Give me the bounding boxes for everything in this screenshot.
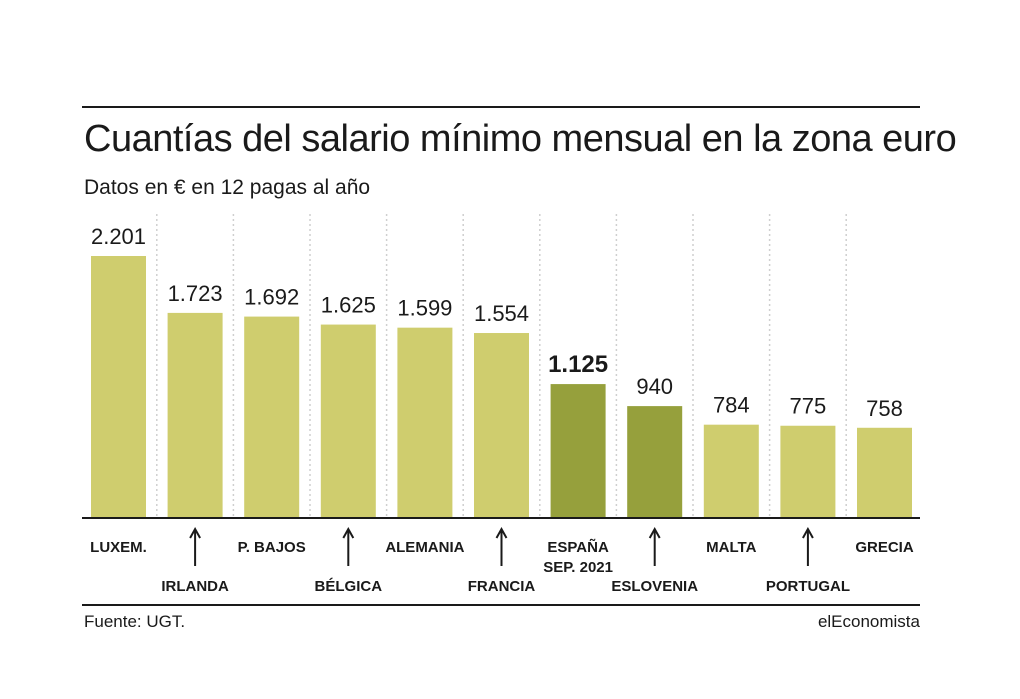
category-label: LUXEM. — [90, 539, 147, 556]
value-label: 940 — [636, 374, 673, 399]
value-label: 2.201 — [91, 224, 146, 249]
category-label: FRANCIA — [468, 578, 536, 595]
brand-name: elEconomista — [817, 612, 920, 631]
category-label: BÉLGICA — [315, 578, 383, 595]
arrow-head-icon — [648, 526, 661, 539]
value-label: 775 — [790, 394, 827, 419]
arrow-head-icon — [189, 526, 201, 539]
arrow-head-icon — [802, 526, 814, 539]
value-label: 784 — [713, 393, 750, 418]
category-label: SEP. 2021 — [543, 559, 613, 576]
bar — [91, 256, 146, 518]
bar — [627, 406, 683, 518]
chart-subtitle: Datos en € en 12 pagas al año — [84, 176, 371, 199]
top-rule — [82, 106, 920, 108]
source-note: Fuente: UGT. — [84, 612, 186, 631]
category-label: MALTA — [706, 539, 756, 556]
bar — [780, 425, 836, 518]
value-label: 758 — [866, 396, 903, 421]
category-label: ALEMANIA — [385, 539, 464, 556]
arrow-head-icon — [495, 526, 508, 539]
category-label: ESLOVENIA — [611, 578, 698, 595]
value-label: 1.723 — [168, 281, 223, 306]
bar — [244, 316, 300, 518]
category-label: P. BAJOS — [238, 539, 306, 556]
bar — [167, 312, 223, 518]
category-label: IRLANDA — [161, 578, 229, 595]
category-label: PORTUGAL — [766, 578, 850, 595]
value-label: 1.625 — [321, 293, 376, 318]
bar — [320, 324, 376, 518]
bar — [474, 333, 529, 518]
value-label: 1.692 — [244, 285, 299, 310]
category-label: ESPAÑA — [547, 538, 609, 556]
value-label: 1.599 — [397, 296, 452, 321]
bottom-rule — [82, 604, 920, 606]
bar — [703, 424, 759, 518]
bar — [397, 327, 453, 518]
bar — [550, 384, 606, 518]
bar — [857, 427, 912, 518]
value-label: 1.125 — [548, 351, 608, 378]
arrow-head-icon — [342, 526, 355, 539]
value-label: 1.554 — [474, 301, 529, 326]
category-label: GRECIA — [855, 539, 914, 556]
chart-title: Cuantías del salario mínimo mensual en l… — [84, 118, 957, 160]
